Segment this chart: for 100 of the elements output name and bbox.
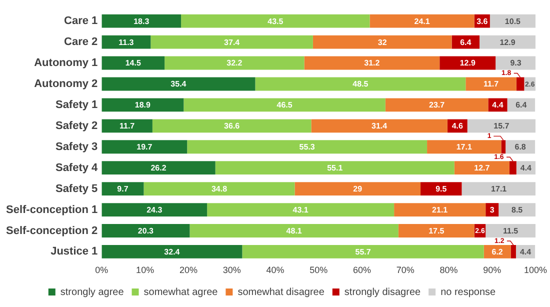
x-tick-label: 70%	[396, 265, 414, 276]
bar	[102, 245, 242, 258]
bar	[467, 119, 536, 133]
bar	[394, 203, 486, 216]
data-label: 8.5	[511, 205, 524, 214]
x-tick-label: 30%	[222, 265, 241, 276]
data-label: 37.4	[224, 38, 240, 47]
data-label: 4.6	[452, 122, 464, 131]
data-label: 55.7	[355, 247, 372, 256]
y-tick-label: Self-conception 2	[6, 224, 98, 237]
x-tick-label: 20%	[179, 265, 198, 276]
x-tick-label: 60%	[352, 265, 371, 276]
data-label: 9.5	[436, 184, 448, 194]
data-label: 17.1	[456, 142, 472, 152]
y-tick-label: Care 1	[64, 15, 98, 28]
data-label: 6.8	[514, 142, 526, 152]
x-tick-label: 100%	[524, 265, 548, 276]
legend-label: strongly agree	[60, 286, 124, 298]
data-label: 32	[378, 38, 388, 47]
x-tick-label: 50%	[310, 265, 328, 276]
data-label: 19.7	[136, 142, 153, 152]
bar	[152, 119, 312, 133]
x-tick-label: 10%	[136, 265, 154, 276]
data-label: 55.3	[299, 142, 316, 152]
data-label: 43.5	[268, 16, 284, 26]
data-label: 36.6	[224, 122, 240, 131]
bar	[102, 203, 208, 216]
bar	[304, 56, 440, 70]
bar	[102, 35, 151, 49]
data-label: 12.7	[474, 164, 490, 173]
y-tick-label: Safety 4	[55, 162, 99, 174]
bar	[312, 35, 452, 49]
bar	[150, 35, 313, 49]
bar	[454, 161, 510, 175]
data-label: 24.1	[414, 16, 430, 26]
bar	[509, 161, 516, 175]
data-label: 4.4	[520, 247, 532, 256]
bar	[486, 224, 536, 238]
bar	[181, 14, 370, 28]
bar	[462, 182, 536, 196]
bar	[490, 14, 536, 28]
legend-label: strongly disagree	[344, 286, 421, 298]
data-label: 15.7	[494, 122, 510, 131]
data-label: 48.5	[352, 80, 369, 89]
bar	[187, 140, 428, 154]
bar	[311, 119, 448, 133]
data-label: 9.3	[510, 58, 522, 68]
data-label: 18.3	[134, 16, 150, 26]
data-label: 11.3	[118, 38, 134, 47]
bar	[102, 14, 182, 28]
y-tick-label: Safety 1	[55, 98, 98, 111]
bar	[480, 35, 536, 49]
legend-label: no response	[440, 286, 496, 298]
data-label: 35.4	[170, 80, 187, 89]
data-label: 9.7	[117, 184, 129, 194]
bar	[102, 161, 216, 175]
data-label: 48.1	[286, 226, 302, 236]
data-label: 31.2	[364, 58, 380, 68]
data-label: 46.5	[276, 100, 293, 110]
data-label: 3.6	[476, 16, 488, 26]
bar	[498, 203, 536, 216]
bar	[420, 182, 462, 196]
data-label: 4.4	[492, 100, 504, 110]
data-label: 12.9	[460, 58, 476, 68]
bar	[255, 77, 466, 91]
data-label: 26.2	[150, 164, 167, 173]
bar	[215, 161, 454, 175]
x-tick-label: 0%	[95, 265, 108, 276]
y-tick-label: Safety 5	[55, 182, 98, 195]
data-label: 11.7	[483, 80, 500, 89]
y-tick-label: Autonomy 1	[34, 57, 98, 70]
data-label: 23.7	[429, 100, 446, 110]
data-label: 6.4	[516, 100, 528, 110]
bar	[516, 77, 524, 91]
bar	[102, 182, 144, 196]
bar	[102, 140, 188, 154]
bar	[102, 77, 256, 91]
bar	[506, 140, 536, 154]
bar	[440, 56, 496, 70]
bar	[370, 14, 474, 28]
data-label: 24.3	[146, 205, 163, 214]
data-label: 18.9	[134, 100, 152, 110]
bar	[102, 119, 152, 133]
y-tick-label: Justice 1	[50, 246, 98, 258]
bar	[190, 224, 398, 238]
legend-label: somewhat agree	[144, 286, 218, 298]
data-label: 11.5	[502, 226, 519, 236]
bar	[102, 56, 165, 70]
x-tick-label: 80%	[440, 265, 458, 276]
bar	[398, 224, 474, 238]
bar	[184, 98, 386, 112]
bar	[466, 77, 516, 91]
data-label: 3	[490, 205, 495, 214]
data-label: 31.4	[372, 122, 388, 131]
data-label: 6.4	[460, 38, 472, 47]
data-label: 21.1	[432, 205, 448, 214]
bar	[484, 245, 511, 258]
data-label: 17.5	[428, 226, 445, 236]
data-label: 14.5	[125, 58, 142, 68]
data-label: 32.4	[164, 247, 180, 256]
